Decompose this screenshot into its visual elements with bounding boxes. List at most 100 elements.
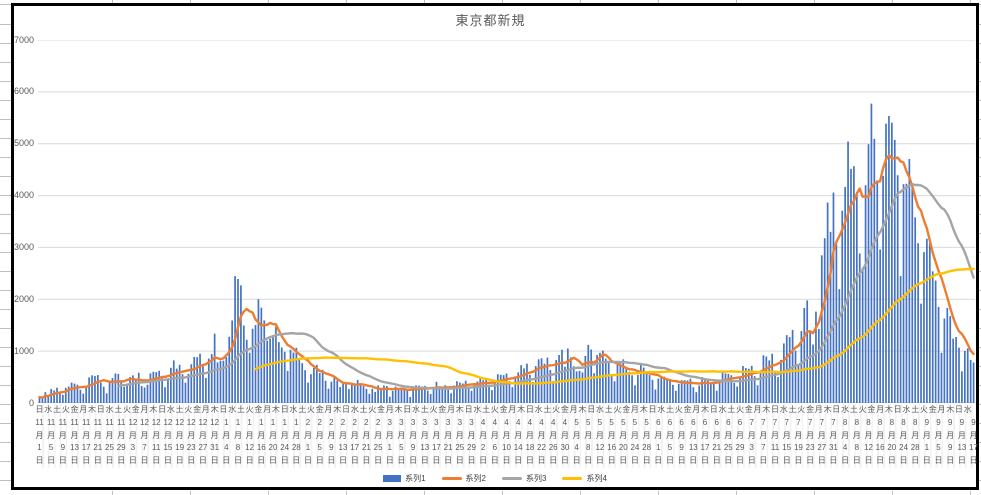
bar[interactable] [140,386,143,403]
bar[interactable] [380,389,382,403]
bar[interactable] [660,377,663,403]
bar[interactable] [926,238,928,403]
bar[interactable] [934,280,937,403]
bar[interactable] [499,374,502,403]
bar[interactable] [762,355,765,403]
bar[interactable] [882,176,884,403]
bar[interactable] [207,358,210,403]
bar[interactable] [517,372,520,403]
bar[interactable] [943,318,946,403]
bar[interactable] [216,362,219,403]
bar[interactable] [202,366,204,403]
bar[interactable] [864,185,867,403]
bar[interactable] [961,371,963,403]
bar[interactable] [502,375,505,403]
bar[interactable] [222,360,225,403]
bar[interactable] [683,380,686,403]
bar[interactable] [491,390,493,403]
bar[interactable] [161,378,163,403]
bar[interactable] [701,377,703,403]
bar[interactable] [91,375,93,403]
bar[interactable] [170,367,172,403]
bar[interactable] [59,393,61,403]
legend-item-series2[interactable]: 系列2 [441,473,486,484]
bar[interactable] [669,380,671,403]
bar[interactable] [473,384,476,403]
bar[interactable] [283,351,286,403]
bar[interactable] [911,183,914,403]
bar[interactable] [108,382,111,403]
bar[interactable] [902,184,905,403]
bar[interactable] [969,359,972,403]
bar[interactable] [210,354,213,403]
bar[interactable] [88,377,90,403]
bar[interactable] [855,192,858,403]
bar[interactable] [295,347,298,403]
bar[interactable] [885,123,887,403]
bar[interactable] [359,384,362,403]
bar[interactable] [672,384,674,403]
bar[interactable] [76,384,79,403]
bar[interactable] [479,378,482,403]
bar[interactable] [797,365,800,403]
bar[interactable] [835,244,838,403]
bar[interactable] [219,360,222,403]
bar[interactable] [257,299,260,403]
bar[interactable] [844,186,846,403]
bar[interactable] [823,238,826,403]
bar[interactable] [511,387,514,403]
bar[interactable] [310,374,312,403]
legend-item-series1[interactable]: 系列1 [383,473,426,484]
series1-bars[interactable] [38,103,975,404]
bar[interactable] [613,381,616,403]
bar[interactable] [841,210,844,403]
bar[interactable] [622,359,625,403]
bar[interactable] [70,382,73,403]
bar[interactable] [496,374,499,403]
bar[interactable] [64,387,67,403]
bar[interactable] [619,363,622,403]
bar[interactable] [552,380,555,403]
bar[interactable] [292,352,295,403]
bar[interactable] [637,374,639,403]
bar[interactable] [777,376,779,403]
bar[interactable] [794,350,797,403]
bar[interactable] [432,387,435,403]
bar[interactable] [164,387,166,403]
bar[interactable] [56,387,58,403]
bar[interactable] [581,372,584,403]
bar[interactable] [800,331,803,403]
bar[interactable] [774,371,776,403]
bar[interactable] [388,396,391,403]
bar[interactable] [254,325,257,403]
bar[interactable] [324,380,327,403]
bar[interactable] [269,338,271,403]
bar[interactable] [742,365,744,403]
bar[interactable] [240,285,242,403]
bar[interactable] [677,383,680,403]
bar[interactable] [712,383,715,404]
bar[interactable] [739,378,741,403]
bar[interactable] [348,389,350,403]
bar[interactable] [505,373,508,403]
bar[interactable] [111,378,114,403]
bar[interactable] [806,300,809,403]
bar[interactable] [461,383,464,404]
bar[interactable] [604,358,607,403]
bar[interactable] [409,396,412,403]
bar[interactable] [406,390,409,403]
bar[interactable] [190,364,193,403]
bar[interactable] [642,367,645,403]
bar[interactable] [199,353,201,403]
bar[interactable] [458,382,461,403]
bar[interactable] [937,306,940,403]
bar[interactable] [362,386,365,403]
bar[interactable] [818,328,820,403]
bar[interactable] [120,381,123,403]
bar[interactable] [307,382,309,403]
bar[interactable] [167,379,169,403]
bar[interactable] [242,325,245,403]
bar[interactable] [572,366,575,403]
bar[interactable] [955,336,957,403]
bar[interactable] [41,398,44,403]
